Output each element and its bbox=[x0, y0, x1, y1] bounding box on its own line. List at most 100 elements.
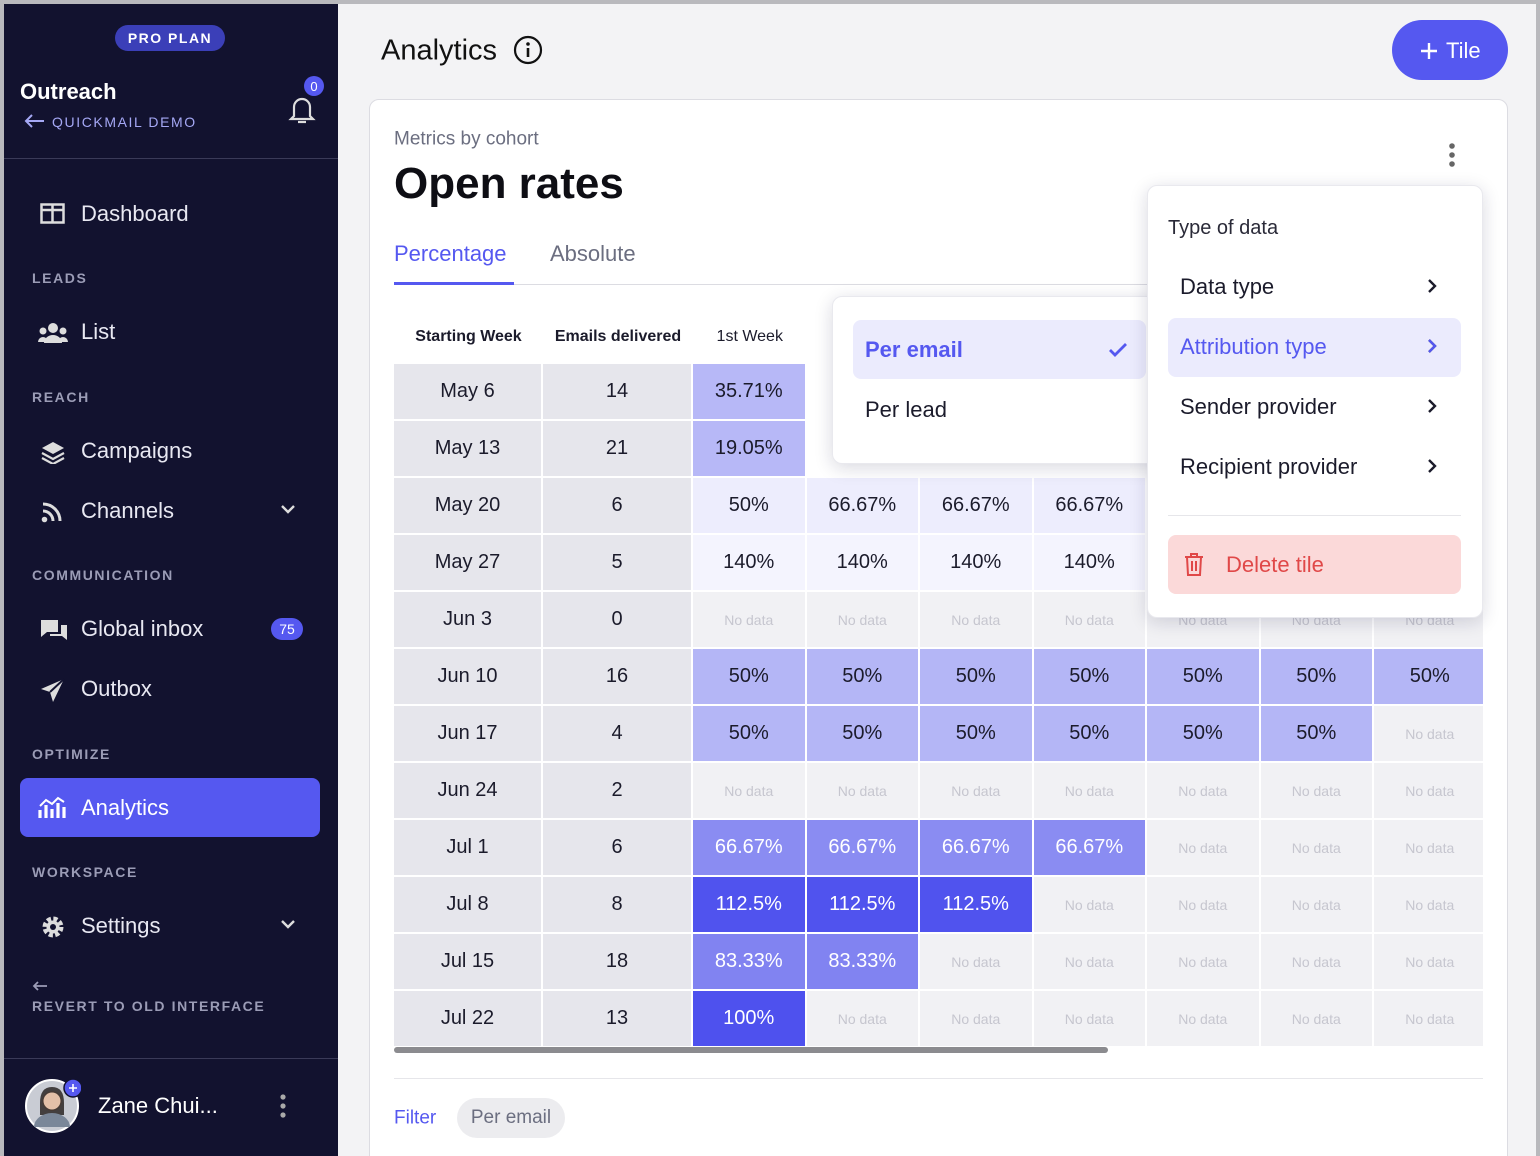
workspace-name[interactable]: Outreach bbox=[20, 79, 117, 104]
rate-cell: 50% bbox=[693, 706, 807, 763]
delete-label[interactable]: Delete tile bbox=[1226, 552, 1324, 577]
no-data-cell: No data bbox=[1033, 934, 1147, 991]
no-data-cell: No data bbox=[1147, 934, 1261, 991]
section-title: REACH bbox=[32, 389, 90, 405]
settings-icon bbox=[42, 916, 64, 938]
analytics-icon bbox=[38, 796, 66, 818]
no-data-cell: No data bbox=[1374, 763, 1483, 820]
plan-pill bbox=[115, 25, 225, 51]
no-data-cell: No data bbox=[1374, 706, 1483, 763]
no-data-cell: No data bbox=[806, 592, 920, 649]
scrollbar[interactable] bbox=[394, 1047, 1108, 1053]
check-icon bbox=[1109, 343, 1127, 357]
menu-option[interactable]: Sender provider bbox=[1180, 394, 1337, 419]
emails-cell: 14 bbox=[543, 364, 693, 421]
tab[interactable]: Absolute bbox=[550, 241, 636, 266]
user-name[interactable]: Zane Chui... bbox=[98, 1093, 218, 1118]
week-cell: May 13 bbox=[394, 421, 543, 478]
info-icon[interactable] bbox=[513, 35, 543, 65]
week-cell: Jul 15 bbox=[394, 934, 543, 991]
filter-chip[interactable]: Per email bbox=[457, 1098, 565, 1138]
no-data-cell: No data bbox=[806, 991, 920, 1048]
tile-title: Open rates bbox=[394, 159, 624, 208]
selected-option-bg bbox=[853, 320, 1146, 379]
nav-item[interactable]: Global inbox bbox=[81, 616, 204, 641]
rate-cell: 50% bbox=[806, 706, 920, 763]
channels-icon bbox=[41, 502, 62, 523]
nav-dashboard[interactable]: Dashboard bbox=[81, 201, 189, 226]
tab-divider bbox=[394, 284, 1483, 285]
page-title: Analytics bbox=[381, 34, 498, 67]
delete-button[interactable] bbox=[1168, 535, 1461, 594]
emails-cell: 6 bbox=[543, 820, 693, 877]
week-cell: Jul 8 bbox=[394, 877, 543, 934]
notification-badge: 0 bbox=[304, 76, 324, 96]
rate-cell: 83.33% bbox=[693, 934, 807, 991]
nav-item[interactable]: Settings bbox=[81, 913, 161, 938]
no-data-cell: No data bbox=[920, 991, 1034, 1048]
active-option-bg bbox=[1168, 318, 1461, 377]
list-icon bbox=[38, 323, 68, 343]
revert-link[interactable]: REVERT TO OLD INTERFACE bbox=[32, 998, 266, 1014]
rate-cell: 140% bbox=[920, 535, 1034, 592]
bell-icon[interactable] bbox=[288, 94, 316, 126]
week-cell: May 27 bbox=[394, 535, 543, 592]
no-data-cell: No data bbox=[1374, 820, 1483, 877]
no-data-cell: No data bbox=[1260, 877, 1374, 934]
nav-item[interactable]: List bbox=[81, 319, 116, 344]
no-data-cell: No data bbox=[1260, 763, 1374, 820]
rate-cell: 112.5% bbox=[806, 877, 920, 934]
section-title: COMMUNICATION bbox=[32, 567, 174, 583]
emails-cell: 2 bbox=[543, 763, 693, 820]
revert-arrow bbox=[32, 981, 47, 991]
no-data-cell: No data bbox=[806, 763, 920, 820]
avatar[interactable] bbox=[25, 1079, 81, 1135]
menu-option[interactable]: Recipient provider bbox=[1180, 454, 1358, 479]
tab-active[interactable]: Percentage bbox=[394, 241, 507, 266]
rate-cell: 19.05% bbox=[693, 421, 807, 478]
chevron-down[interactable] bbox=[280, 504, 296, 516]
menu-option-active[interactable]: Attribution type bbox=[1180, 334, 1327, 359]
emails-cell: 6 bbox=[543, 478, 693, 535]
submenu-chevrons bbox=[1428, 279, 1437, 473]
column-header: 1st Week bbox=[716, 328, 783, 345]
menu-option[interactable]: Data type bbox=[1180, 274, 1275, 299]
rate-cell: 50% bbox=[806, 649, 920, 706]
rate-cell: 50% bbox=[1147, 649, 1261, 706]
cohort-table: Starting Week Emails delivered 1st Week May… bbox=[394, 310, 1483, 1052]
menu-option[interactable]: Per lead bbox=[865, 397, 947, 422]
add-tile-label[interactable]: Tile bbox=[1446, 38, 1481, 63]
nav-item[interactable]: Channels bbox=[81, 498, 174, 523]
menu-option-selected[interactable]: Per email bbox=[865, 337, 963, 362]
column-header: Emails delivered bbox=[554, 328, 682, 345]
rate-cell: 35.71% bbox=[693, 364, 807, 421]
no-data-cell: No data bbox=[920, 763, 1034, 820]
divider bbox=[4, 1058, 338, 1059]
filter-label[interactable]: Filter bbox=[394, 1107, 437, 1129]
active-nav-highlight bbox=[20, 778, 320, 837]
outbox-icon bbox=[41, 678, 65, 702]
tile-subtitle: Metrics by cohort bbox=[394, 128, 539, 150]
week-cell: Jun 3 bbox=[394, 592, 543, 649]
no-data-cell: No data bbox=[1374, 877, 1483, 934]
rate-cell: 66.67% bbox=[1033, 820, 1147, 877]
nav-item-active[interactable]: Analytics bbox=[81, 795, 170, 820]
rate-cell: 50% bbox=[920, 706, 1034, 763]
section-title: LEADS bbox=[32, 270, 88, 286]
tab-underline bbox=[394, 282, 514, 285]
inbox-icon bbox=[41, 620, 67, 640]
user-menu[interactable] bbox=[279, 1093, 287, 1119]
rate-cell: 50% bbox=[693, 478, 807, 535]
chevron-down[interactable] bbox=[280, 919, 296, 931]
no-data-cell: No data bbox=[1260, 991, 1374, 1048]
no-data-cell: No data bbox=[1147, 763, 1261, 820]
back-link[interactable]: QUICKMAIL DEMO bbox=[52, 114, 197, 130]
add-tile-button[interactable] bbox=[1392, 20, 1508, 80]
back-arrow bbox=[24, 114, 44, 128]
emails-cell: 8 bbox=[543, 877, 693, 934]
sidebar: PRO PLAN Outreach QUICKMAIL DEMO 0 Dashb… bbox=[4, 4, 338, 1156]
tile-menu-button[interactable] bbox=[1448, 142, 1456, 168]
nav-item[interactable]: Outbox bbox=[81, 676, 152, 701]
menu-heading: Type of data bbox=[1168, 217, 1279, 239]
nav-item[interactable]: Campaigns bbox=[81, 438, 193, 463]
